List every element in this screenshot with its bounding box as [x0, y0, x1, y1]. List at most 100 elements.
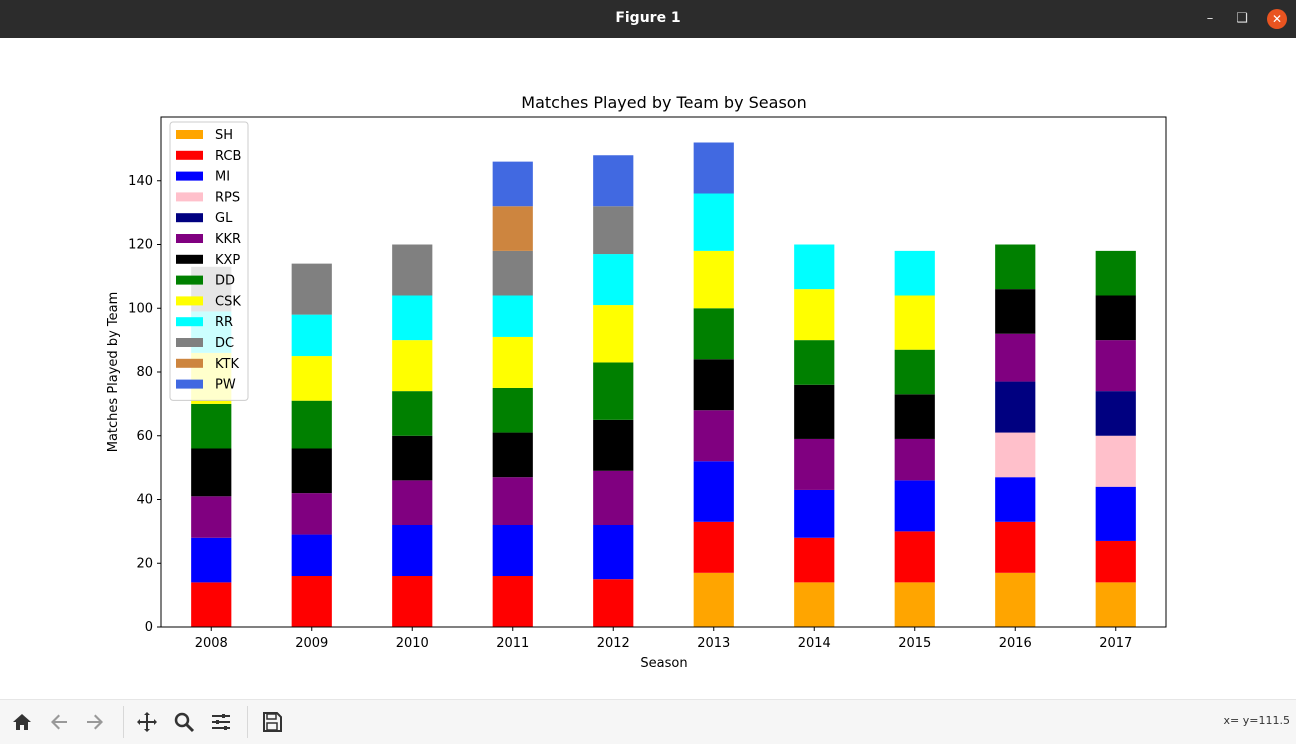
configure-subplots-icon[interactable] — [209, 710, 235, 734]
y-tick-label: 60 — [136, 429, 153, 444]
window-title: Figure 1 — [615, 10, 681, 26]
bar-rcb-2015 — [894, 531, 935, 583]
maximize-icon[interactable]: ❑ — [1236, 11, 1248, 26]
x-tick-label: 2014 — [798, 636, 831, 651]
x-tick-label: 2015 — [898, 636, 931, 651]
bar-ktk-2011 — [492, 206, 533, 251]
legend-label-kxp: KXP — [215, 253, 240, 268]
bar-rr-2010 — [392, 295, 433, 341]
minimize-icon[interactable]: – — [1206, 11, 1214, 26]
bar-dd-2014 — [794, 340, 835, 385]
legend-label-pw: PW — [215, 378, 236, 393]
legend-label-ktk: KTK — [215, 357, 239, 372]
y-tick-label: 120 — [128, 238, 153, 253]
x-tick-label: 2013 — [697, 636, 730, 651]
x-tick-label: 2012 — [597, 636, 630, 651]
x-tick-label: 2010 — [396, 636, 429, 651]
bar-kxp-2011 — [492, 432, 533, 478]
bar-mi-2009 — [291, 534, 332, 576]
bar-gl-2017 — [1095, 391, 1136, 436]
legend-label-rcb: RCB — [215, 149, 241, 164]
home-icon[interactable] — [10, 710, 36, 734]
bar-rr-2014 — [794, 244, 835, 290]
bar-kkr-2009 — [291, 493, 332, 535]
legend-swatch-kxp — [176, 254, 203, 264]
bar-pw-2012 — [593, 155, 634, 207]
bar-kkr-2014 — [794, 438, 835, 490]
legend-label-dd: DD — [215, 274, 235, 289]
legend-label-gl: GL — [215, 211, 233, 226]
bar-kkr-2008 — [191, 496, 232, 538]
bar-dc-2010 — [392, 244, 433, 296]
close-icon[interactable]: ✕ — [1267, 9, 1287, 29]
bar-kxp-2012 — [593, 419, 634, 471]
zoom-icon[interactable] — [172, 710, 198, 734]
bar-rcb-2014 — [794, 537, 835, 583]
bar-csk-2014 — [794, 289, 835, 341]
bar-dd-2009 — [291, 400, 332, 449]
bar-rr-2012 — [593, 254, 634, 306]
toolbar-separator — [123, 706, 124, 738]
legend-swatch-csk — [176, 296, 203, 306]
bar-pw-2013 — [693, 142, 734, 194]
back-arrow-icon[interactable] — [47, 710, 73, 734]
bar-mi-2012 — [593, 525, 634, 580]
bar-kkr-2010 — [392, 480, 433, 525]
bar-rps-2017 — [1095, 435, 1136, 487]
bar-sh-2017 — [1095, 582, 1136, 627]
chart: Matches Played by Team by Season 0 20 40 60… — [106, 93, 1167, 671]
legend-label-csk: CSK — [215, 294, 241, 309]
bar-dd-2017 — [1095, 250, 1136, 296]
x-tick-label: 2016 — [999, 636, 1032, 651]
legend-box — [169, 121, 249, 401]
legend-swatch-pw — [176, 379, 203, 389]
forward-arrow-icon[interactable] — [83, 710, 109, 734]
legend-swatch-rr — [176, 317, 203, 327]
y-tick-label: 140 — [128, 174, 153, 189]
chart-title: Matches Played by Team by Season — [521, 93, 806, 112]
bar-mi-2016 — [995, 477, 1036, 522]
bar-sh-2016 — [995, 572, 1036, 627]
bar-kkr-2016 — [995, 333, 1036, 382]
bar-csk-2011 — [492, 336, 533, 388]
bar-mi-2013 — [693, 461, 734, 522]
x-tick-label: 2008 — [195, 636, 228, 651]
y-tick-label: 20 — [136, 556, 153, 571]
pan-icon[interactable] — [135, 710, 161, 734]
bar-rr-2009 — [291, 314, 332, 357]
bar-kxp-2016 — [995, 289, 1036, 334]
bar-csk-2015 — [894, 295, 935, 350]
legend: SH RCB MI RPS GL KKR KXP DD CSK RR DC KTK PW — [169, 121, 249, 401]
bar-sh-2014 — [794, 582, 835, 627]
bar-sh-2013 — [693, 572, 734, 627]
bar-dc-2011 — [492, 250, 533, 296]
bar-mi-2008 — [191, 537, 232, 583]
y-tick-label: 40 — [136, 493, 153, 508]
legend-label-rps: RPS — [215, 190, 240, 205]
bar-kkr-2013 — [693, 410, 734, 462]
bar-rcb-2017 — [1095, 540, 1136, 583]
bar-rcb-2016 — [995, 521, 1036, 573]
bar-kxp-2014 — [794, 384, 835, 439]
bar-dd-2008 — [191, 403, 232, 449]
bar-kxp-2010 — [392, 435, 433, 481]
bar-rcb-2008 — [191, 582, 232, 627]
bar-dd-2012 — [593, 362, 634, 420]
legend-swatch-dc — [176, 338, 203, 347]
bar-dd-2015 — [894, 349, 935, 395]
bar-rcb-2011 — [492, 576, 533, 627]
bar-rcb-2010 — [392, 576, 433, 627]
bar-rcb-2009 — [291, 576, 332, 627]
bar-kkr-2017 — [1095, 340, 1136, 392]
bar-kxp-2008 — [191, 448, 232, 497]
x-axis-label: Season — [640, 656, 687, 671]
save-icon[interactable] — [260, 710, 286, 734]
bar-kkr-2015 — [894, 438, 935, 481]
legend-swatch-sh — [176, 130, 203, 139]
bar-mi-2010 — [392, 525, 433, 576]
bar-rcb-2012 — [593, 579, 634, 627]
legend-swatch-mi — [176, 171, 203, 181]
bar-sh-2015 — [894, 582, 935, 627]
legend-label-sh: SH — [215, 128, 233, 143]
y-tick-label: 0 — [145, 620, 153, 635]
